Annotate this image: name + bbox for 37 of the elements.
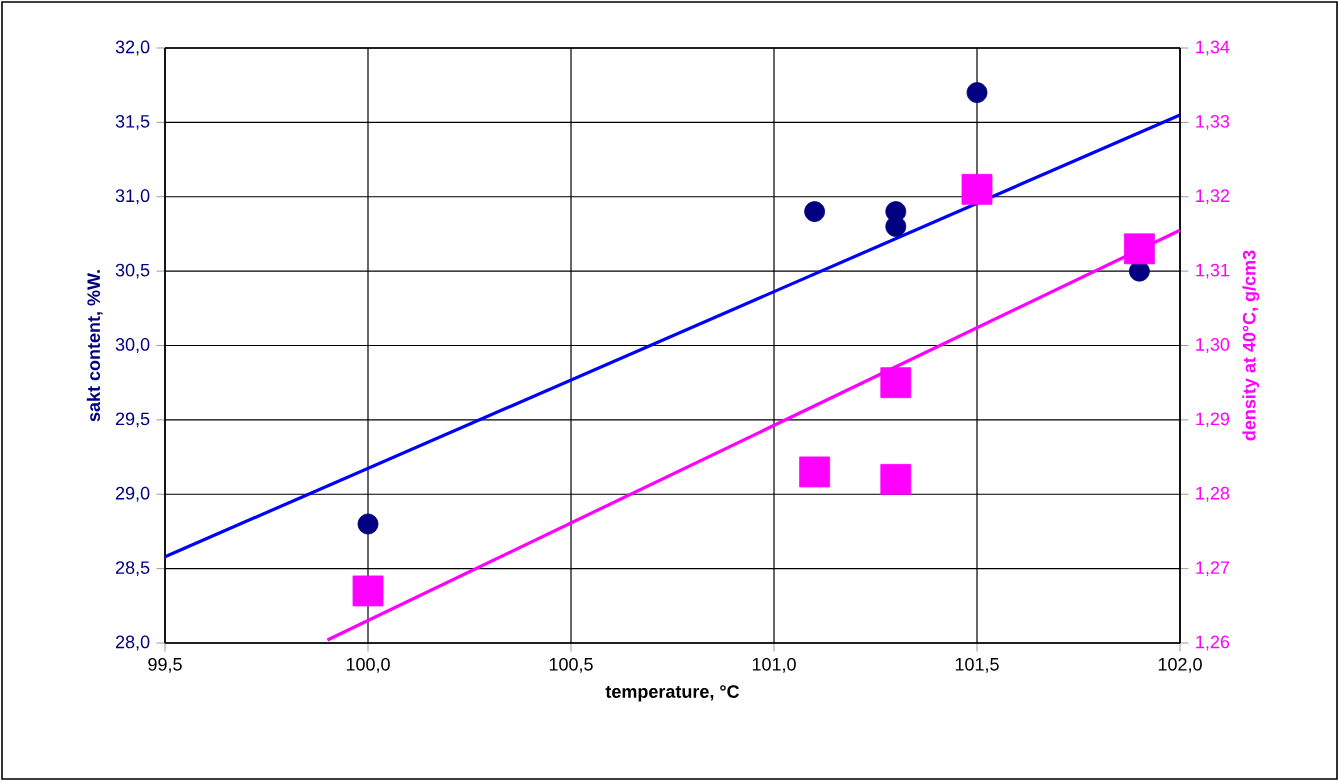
x-tick-label: 101,0 (752, 657, 796, 673)
y-tick-label: 30,5 (115, 263, 150, 279)
y2-tick-label: 1,31 (1196, 263, 1230, 279)
point (804, 201, 826, 223)
x-axis-title: temperature, °C (605, 685, 740, 702)
x-tick-label: 101,5 (955, 657, 999, 673)
y2-tick-label: 1,30 (1196, 338, 1230, 353)
point (1124, 233, 1155, 265)
y-tick-label: 28,5 (115, 561, 150, 577)
y-tick-label: 30,0 (115, 338, 150, 353)
point (961, 173, 993, 205)
point (966, 82, 988, 104)
y-tick-label: 32,0 (115, 40, 150, 56)
y2-tick-label: 1,34 (1196, 40, 1230, 56)
y-tick-label: 28,0 (115, 635, 150, 651)
y-tick-label: 29,0 (115, 486, 150, 502)
y2-tick-label: 1,29 (1196, 412, 1230, 428)
x-tick-label: 99,5 (148, 657, 182, 673)
point (352, 575, 384, 607)
y-tick-label: 29,5 (115, 412, 150, 428)
point (880, 367, 912, 399)
point (799, 456, 831, 488)
y2-tick-label: 1,26 (1196, 635, 1230, 651)
y2-tick-label: 1,33 (1196, 114, 1230, 130)
y2-axis-title: density at 40°C, g/cm3 (1242, 250, 1260, 441)
y2-tick-label: 1,28 (1196, 486, 1230, 502)
point (880, 463, 912, 495)
point (357, 513, 379, 535)
y-tick-label: 31,5 (115, 114, 150, 130)
x-tick-label: 100,5 (549, 657, 593, 673)
y2-tick-label: 1,32 (1196, 189, 1230, 205)
y-axis-title: sakt content, %W. (86, 270, 103, 422)
y2-tick-label: 1,27 (1196, 561, 1230, 577)
y-tick-label: 31,0 (115, 189, 150, 205)
point (885, 216, 907, 237)
x-tick-label: 102,0 (1158, 657, 1202, 673)
x-tick-label: 100,0 (346, 657, 390, 673)
